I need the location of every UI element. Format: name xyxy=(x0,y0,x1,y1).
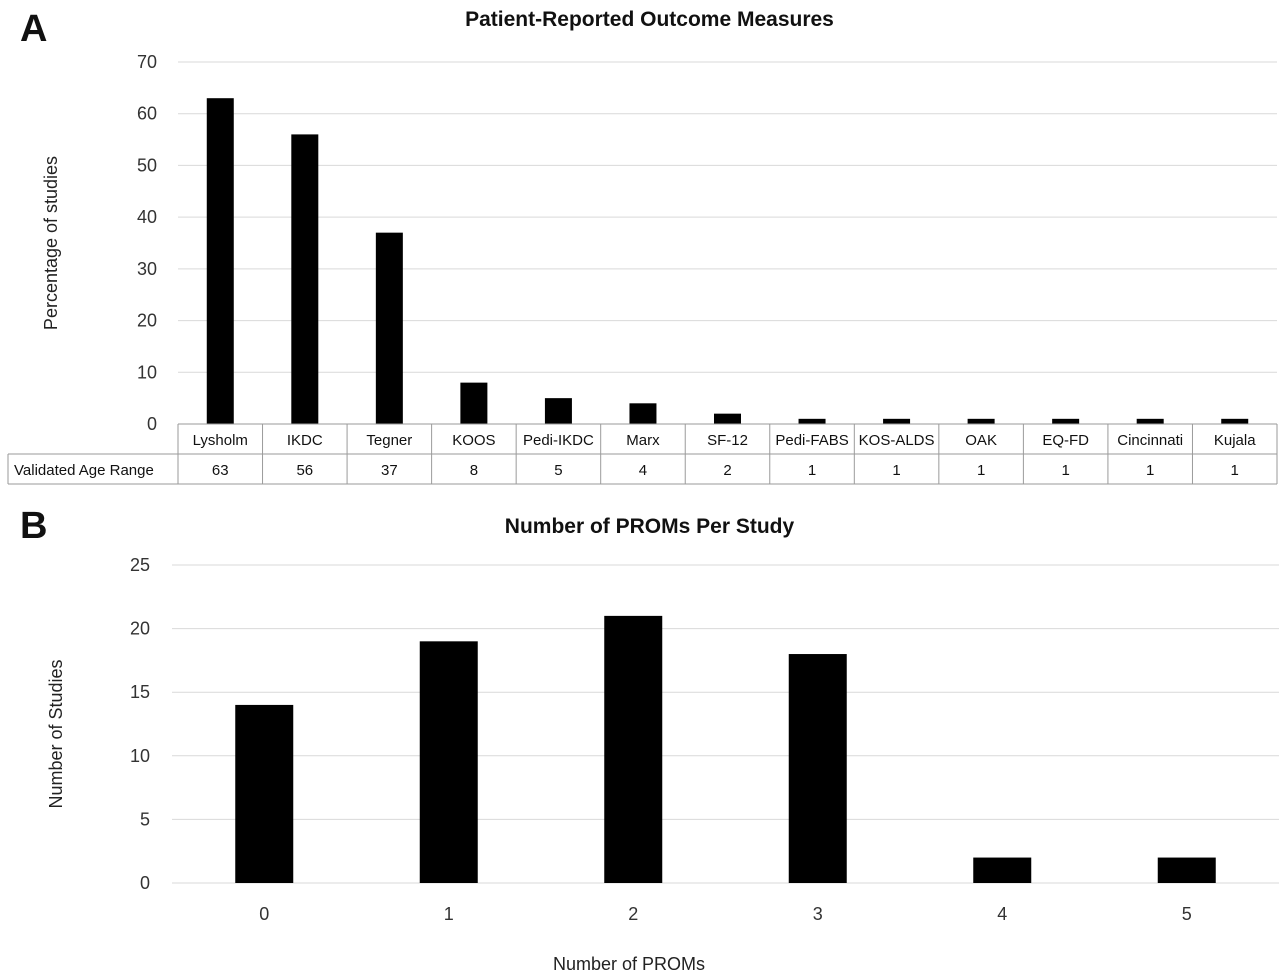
x-category-label-a-6: SF-12 xyxy=(707,432,748,449)
bar-a-eq-fd xyxy=(1052,418,1080,424)
y-tick-label-a-6: 60 xyxy=(137,104,157,124)
x-tick-label-b-1: 1 xyxy=(444,904,454,924)
table-value-a-7: 1 xyxy=(808,462,816,479)
y-tick-label-a-4: 40 xyxy=(137,207,157,227)
bar-b-5 xyxy=(1157,857,1216,883)
bar-a-cincinnati xyxy=(1136,418,1164,424)
x-category-label-a-1: IKDC xyxy=(287,432,323,449)
bar-a-lysholm xyxy=(206,98,234,424)
bar-a-oak xyxy=(967,418,995,424)
y-tick-label-a-1: 10 xyxy=(137,362,157,382)
x-category-label-a-0: Lysholm xyxy=(193,432,248,449)
table-value-a-1: 56 xyxy=(296,462,313,479)
y-axis-title-a: Percentage of studies xyxy=(41,156,61,330)
chart-b-title: Number of PROMs Per Study xyxy=(504,515,795,538)
table-value-a-0: 63 xyxy=(212,462,229,479)
table-row-label-a: Validated Age Range xyxy=(14,462,154,479)
x-category-label-a-9: OAK xyxy=(965,432,997,449)
x-category-label-a-12: Kujala xyxy=(1214,432,1256,449)
chart-a-title: Patient-Reported Outcome Measures xyxy=(465,8,834,31)
table-value-a-5: 4 xyxy=(639,462,647,479)
bar-a-sf-12 xyxy=(714,413,741,424)
bar-b-3 xyxy=(788,654,847,883)
x-category-label-a-8: KOS-ALDS xyxy=(859,432,935,449)
bar-b-4 xyxy=(973,857,1032,883)
y-tick-label-a-5: 50 xyxy=(137,155,157,175)
y-tick-label-a-3: 30 xyxy=(137,259,157,279)
table-value-a-2: 37 xyxy=(381,462,398,479)
y-tick-label-b-2: 10 xyxy=(130,746,150,766)
x-tick-label-b-4: 4 xyxy=(997,904,1007,924)
table-value-a-4: 5 xyxy=(554,462,562,479)
x-tick-label-b-0: 0 xyxy=(259,904,269,924)
y-tick-label-b-4: 20 xyxy=(130,619,150,639)
bar-a-ikdc xyxy=(291,134,319,424)
table-value-a-10: 1 xyxy=(1061,462,1069,479)
bar-a-tegner xyxy=(375,232,403,424)
x-tick-label-b-3: 3 xyxy=(813,904,823,924)
bar-b-1 xyxy=(419,641,478,883)
x-category-label-a-4: Pedi-IKDC xyxy=(523,432,594,449)
x-tick-label-b-2: 2 xyxy=(628,904,638,924)
x-category-label-a-5: Marx xyxy=(626,432,660,449)
bar-a-pedi-fabs xyxy=(798,418,826,424)
table-value-a-3: 8 xyxy=(470,462,478,479)
x-category-label-a-3: KOOS xyxy=(452,432,495,449)
bar-a-kos-alds xyxy=(883,418,911,424)
panel-letter-b: B xyxy=(20,505,48,547)
y-tick-label-b-3: 15 xyxy=(130,682,150,702)
y-tick-label-b-1: 5 xyxy=(140,809,150,829)
bar-a-koos xyxy=(460,382,488,424)
bar-b-0 xyxy=(235,704,294,883)
bar-a-pedi-ikdc xyxy=(544,398,572,424)
bar-b-2 xyxy=(604,615,663,883)
x-category-label-a-7: Pedi-FABS xyxy=(775,432,848,449)
y-tick-label-a-7: 70 xyxy=(137,52,157,72)
table-value-a-12: 1 xyxy=(1231,462,1239,479)
y-tick-label-a-0: 0 xyxy=(147,414,157,434)
x-tick-label-b-5: 5 xyxy=(1182,904,1192,924)
x-axis-title-b: Number of PROMs xyxy=(553,954,705,974)
y-axis-title-b: Number of Studies xyxy=(46,659,66,808)
table-value-a-9: 1 xyxy=(977,462,985,479)
x-category-label-a-10: EQ-FD xyxy=(1042,432,1089,449)
x-category-label-a-2: Tegner xyxy=(366,432,412,449)
bar-a-kujala xyxy=(1221,418,1249,424)
y-tick-label-a-2: 20 xyxy=(137,311,157,331)
panel-letter-a: A xyxy=(20,8,48,50)
bar-a-marx xyxy=(629,403,657,424)
y-tick-label-b-0: 0 xyxy=(140,873,150,893)
y-tick-label-b-5: 25 xyxy=(130,555,150,575)
table-value-a-6: 2 xyxy=(723,462,731,479)
table-value-a-8: 1 xyxy=(892,462,900,479)
chart-a: 0 10 20 30 40 50 60 70 Percentage of studies Lysh… xyxy=(7,52,1278,485)
x-category-label-a-11: Cincinnati xyxy=(1117,432,1183,449)
table-value-a-11: 1 xyxy=(1146,462,1154,479)
